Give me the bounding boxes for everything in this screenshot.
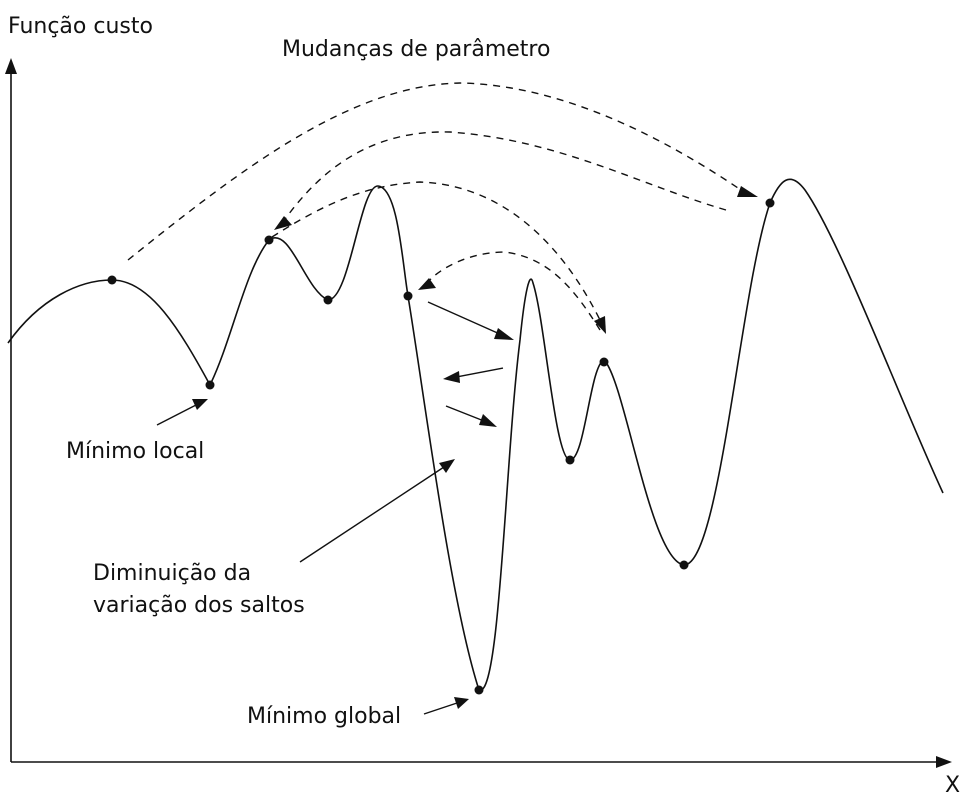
jump-arc-inner — [271, 181, 601, 321]
x-axis-label: X — [945, 773, 960, 798]
small-jump-1-arrowhead — [494, 328, 514, 340]
point-valley-left — [323, 295, 333, 305]
jump-decrease-label-line2: variação dos saltos — [93, 593, 305, 618]
global-min-label: Mínimo global — [247, 704, 401, 729]
parameter-jumps — [127, 82, 758, 334]
jump-decrease-label-line1: Diminuição da — [93, 561, 251, 586]
small-jump-2-arrowhead — [443, 371, 460, 383]
small-jumps — [427, 301, 514, 427]
point-global-min — [474, 685, 484, 695]
global-min-pointer — [423, 702, 458, 715]
diagram-title: Mudanças de parâmetro — [282, 37, 550, 62]
jump-decrease-pointer-arrowhead — [439, 459, 455, 473]
y-axis-arrowhead — [5, 58, 17, 74]
small-jump-1 — [427, 301, 503, 336]
point-peak-mid — [599, 357, 609, 367]
point-start — [107, 275, 117, 285]
jump-arc-small-arrowhead — [418, 278, 436, 290]
jump-arc-small — [427, 251, 601, 331]
jump-decrease-pointer — [299, 466, 445, 563]
small-jump-3 — [445, 405, 485, 422]
jump-arc-outer — [127, 82, 745, 261]
local-min-label: Mínimo local — [66, 439, 204, 464]
jump-arc-middle-arrowhead — [274, 216, 292, 230]
jump-arc-inner-arrowhead — [594, 316, 606, 334]
point-valley-right — [679, 560, 689, 570]
local-min-pointer-arrowhead — [192, 399, 208, 410]
local-min-pointer — [156, 404, 197, 426]
axes — [5, 58, 952, 768]
cost-function-curve — [7, 178, 944, 691]
point-slope — [403, 291, 413, 301]
point-valley-mid — [565, 455, 575, 465]
curve-points — [107, 198, 775, 695]
y-axis-label: Função custo — [8, 14, 153, 39]
x-axis-arrowhead — [936, 756, 952, 768]
small-jump-3-arrowhead — [479, 414, 497, 427]
small-jump-2 — [455, 367, 504, 378]
global-min-pointer-arrowhead — [454, 697, 469, 709]
jump-arc-outer-arrowhead — [737, 186, 758, 197]
point-peak-right — [765, 198, 775, 208]
point-local-min — [205, 380, 215, 390]
point-peak-left — [264, 235, 274, 245]
jump-arc-middle — [282, 131, 727, 223]
